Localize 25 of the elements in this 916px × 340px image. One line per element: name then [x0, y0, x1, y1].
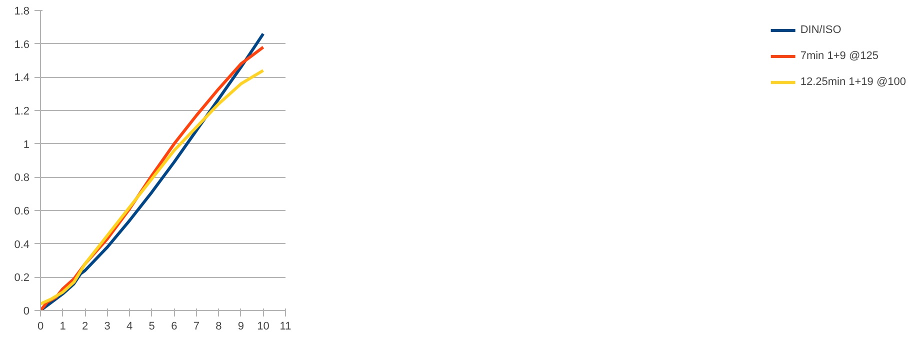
- x-tick-label: 6: [171, 320, 178, 332]
- x-tick-label: 1: [60, 320, 66, 332]
- legend-label: DIN/ISO: [800, 24, 842, 36]
- y-tick-label: 0.6: [14, 206, 30, 218]
- x-tick-label: 9: [238, 320, 244, 332]
- y-tick-label: 0.8: [14, 172, 30, 184]
- y-tick-label: 1: [23, 138, 30, 151]
- x-tick-label: 8: [216, 320, 222, 332]
- x-tick-label: 10: [257, 320, 270, 332]
- y-tick-label: 1.8: [14, 6, 30, 18]
- x-tick-label: 3: [104, 320, 110, 332]
- x-tick-label: 11: [280, 320, 292, 332]
- x-tick-label: 0: [37, 320, 44, 332]
- y-tick-label: 1.2: [14, 106, 30, 118]
- y-tick-label: 0.2: [14, 272, 30, 284]
- x-tick-label: 7: [193, 320, 200, 332]
- x-tick-label: 2: [82, 320, 88, 332]
- y-tick-label: 1.6: [14, 38, 30, 51]
- y-tick-label: 0.4: [14, 238, 30, 251]
- legend-label: 7min 1+9 @125: [800, 50, 878, 62]
- y-tick-label: 0: [23, 306, 30, 318]
- y-tick-label: 1.4: [14, 72, 30, 84]
- legend-label: 12.25min 1+19 @100: [800, 76, 906, 88]
- x-tick-label: 4: [126, 320, 133, 332]
- x-tick-label: 5: [148, 320, 155, 332]
